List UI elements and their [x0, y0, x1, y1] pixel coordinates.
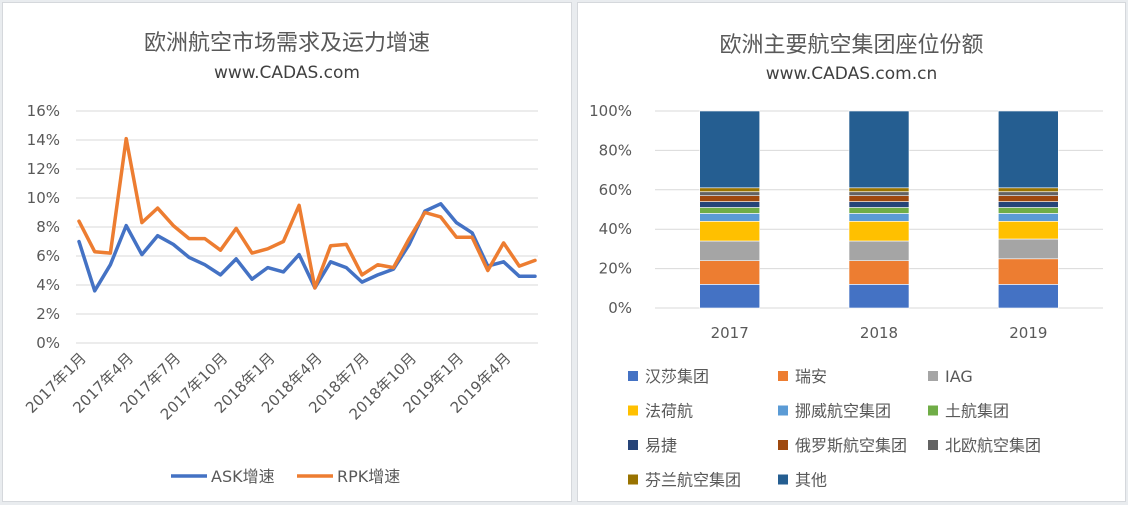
bar-segment — [699, 195, 760, 202]
bar-segment — [699, 260, 760, 285]
legend-label: IAG — [945, 367, 973, 386]
seat-share-chart-panel: 欧洲主要航空集团座位份额 www.CADAS.com.cn 0% 20% 40% 60… — [577, 2, 1126, 502]
bar-segment — [848, 221, 910, 242]
legend-swatch — [628, 371, 638, 381]
bar-segment — [699, 284, 760, 309]
legend-swatch — [778, 474, 788, 485]
y-tick-label: 80% — [599, 141, 632, 159]
bar-segment — [699, 201, 760, 208]
x-tick-label: 2017 — [711, 324, 749, 342]
bar-segment — [997, 221, 1059, 240]
legend-label: 瑞安 — [795, 367, 827, 386]
bar-segment — [848, 284, 910, 309]
bar-segment — [848, 187, 910, 193]
legend-label: RPK增速 — [337, 467, 400, 486]
legend-label: ASK增速 — [211, 467, 275, 486]
y-tick-label: 4% — [36, 276, 60, 294]
legend-label: 易捷 — [645, 436, 677, 455]
legend-label: 汉莎集团 — [645, 367, 709, 386]
bar-segment — [997, 238, 1059, 260]
stacked-bar-chart: 0% 20% 40% 60% 80% 100% 2017 2018 2019 汉莎集团 瑞安 IAG 法… — [589, 102, 1103, 490]
x-tick-label: 2019 — [1009, 324, 1047, 342]
chart-subtitle: www.CADAS.com.cn — [765, 64, 938, 84]
bar-segment — [848, 191, 910, 197]
y-tick-label: 20% — [599, 260, 632, 278]
y-tick-label: 100% — [589, 102, 632, 120]
legend-label: 俄罗斯航空集团 — [795, 436, 907, 455]
bar-segment — [699, 187, 760, 193]
series-line — [77, 136, 537, 290]
y-tick-label: 16% — [27, 102, 60, 120]
legend-label: 北欧航空集团 — [945, 436, 1041, 455]
series-line — [77, 202, 537, 293]
legend-label: 芬兰航空集团 — [645, 471, 741, 490]
bar-segment — [997, 191, 1059, 197]
legend-swatch — [778, 405, 788, 416]
legend-label: 挪威航空集团 — [795, 402, 891, 421]
bar-segment — [997, 110, 1059, 189]
bar-segment — [699, 221, 760, 242]
line-chart: 0%2%4%6%8%10%12%14%16%2017年1月2017年4月2017… — [22, 102, 538, 486]
y-tick-label: 0% — [36, 334, 60, 352]
y-tick-label: 8% — [36, 218, 60, 236]
y-tick-label: 40% — [599, 220, 632, 238]
bar-segment — [848, 110, 910, 189]
bar-segment — [997, 284, 1059, 309]
legend-label: 其他 — [795, 471, 827, 490]
growth-chart-panel: 欧洲航空市场需求及运力增速 www.CADAS.com 0% 2% 4% 6% 8% 10… — [2, 2, 572, 502]
bar-segment — [997, 201, 1059, 208]
y-tick-label: 12% — [27, 160, 60, 178]
bar-segment — [848, 260, 910, 285]
bar-segment — [699, 110, 760, 189]
bar-segment — [997, 213, 1059, 222]
chart-title: 欧洲航空市场需求及运力增速 — [143, 31, 430, 56]
bar-segment — [848, 213, 910, 222]
bar-segment — [997, 258, 1059, 285]
bar-segment — [848, 195, 910, 202]
y-tick-label: 10% — [27, 189, 60, 207]
legend-label: 法荷航 — [645, 402, 693, 421]
legend-swatch — [628, 474, 638, 485]
legend-swatch — [928, 371, 938, 381]
bar-segment — [848, 207, 910, 214]
bar-segment — [699, 191, 760, 197]
legend-label: 土航集团 — [945, 402, 1009, 421]
legend-swatch — [778, 440, 788, 450]
chart-subtitle: www.CADAS.com — [214, 63, 360, 83]
legend-swatch — [778, 371, 788, 381]
bar-segment — [997, 187, 1059, 193]
y-tick-label: 14% — [27, 131, 60, 149]
y-tick-label: 0% — [608, 299, 632, 317]
chart-title: 欧洲主要航空集团座位份额 — [719, 33, 984, 58]
bar-segment — [848, 201, 910, 208]
bar-segment — [997, 195, 1059, 202]
legend-swatch — [628, 405, 638, 416]
bar-segment — [699, 213, 760, 222]
y-tick-label: 60% — [599, 181, 632, 199]
x-tick-label: 2018 — [860, 324, 898, 342]
legend-swatch — [928, 440, 938, 450]
y-tick-label: 6% — [36, 247, 60, 265]
bar-segment — [699, 207, 760, 214]
bar-segment — [997, 207, 1059, 214]
legend-swatch — [928, 405, 938, 416]
y-tick-label: 2% — [36, 305, 60, 323]
legend-swatch — [628, 440, 638, 450]
bar-segment — [699, 240, 760, 262]
bar-segment — [848, 240, 910, 262]
